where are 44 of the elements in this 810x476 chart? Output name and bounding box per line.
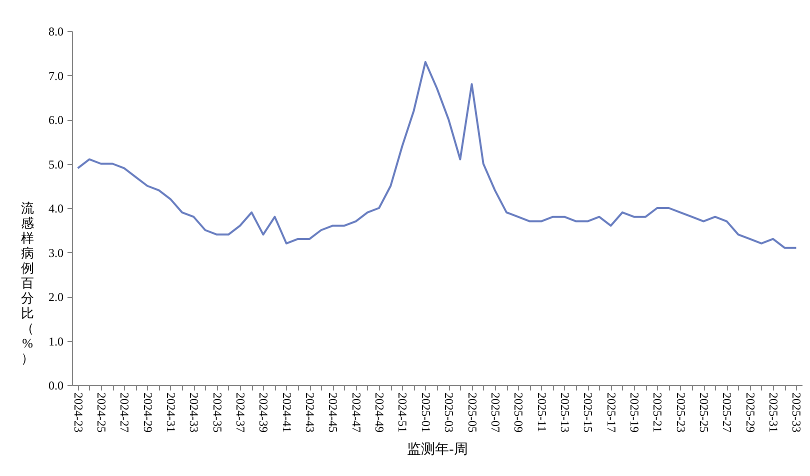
x-tick-label: 2024-41 — [280, 392, 294, 432]
y-tick-label: 5.0 — [48, 157, 64, 172]
x-tick-label: 2025-33 — [790, 392, 804, 432]
y-tick-label: 4.0 — [48, 202, 64, 216]
x-tick-label: 2025-07 — [488, 392, 502, 432]
x-tick-label: 2024-51 — [396, 392, 410, 432]
x-tick-label: 2025-31 — [766, 392, 781, 432]
x-tick-label: 2024-27 — [118, 392, 132, 432]
x-tick-label: 2025-11 — [534, 392, 549, 432]
x-tick-label: 2024-23 — [71, 392, 86, 432]
x-tick-label: 2025-13 — [558, 392, 572, 432]
x-tick-label: 2024-43 — [303, 392, 318, 432]
x-tick-label: 2024-25 — [94, 392, 108, 432]
line-series — [76, 60, 798, 249]
x-tick-label: 2025-05 — [465, 392, 480, 432]
x-tick-label: 2025-27 — [720, 392, 734, 432]
x-tick-label: 2024-45 — [326, 392, 340, 432]
x-tick-label: 2025-23 — [674, 392, 688, 432]
x-tick-label: 2024-39 — [256, 392, 271, 432]
y-tick-label: 2.0 — [48, 290, 64, 304]
x-tick-label: 2025-29 — [743, 392, 758, 432]
x-tick-label: 2025-21 — [650, 392, 665, 432]
x-tick-label: 2025-19 — [627, 392, 642, 432]
x-tick-label: 2024-49 — [372, 392, 387, 432]
x-tick-label: 2024-35 — [210, 392, 224, 432]
x-tick-label: 2024-29 — [140, 392, 155, 432]
x-tick-label: 2024-31 — [164, 392, 178, 432]
x-tick-label: 2025-25 — [697, 392, 712, 432]
y-tick-label: 1.0 — [48, 334, 64, 348]
x-tick-label: 2025-17 — [604, 392, 618, 432]
x-tick-label: 2024-33 — [187, 392, 202, 432]
x-tick-label: 2024-47 — [349, 392, 364, 432]
y-tick-label: 6.0 — [48, 113, 64, 127]
y-tick-label: 3.0 — [48, 246, 64, 260]
text: 流感样病例百分比（%） — [21, 200, 34, 366]
y-tick-label: 8.0 — [48, 24, 64, 38]
x-tick-label: 2025-15 — [581, 392, 596, 432]
x-axis-title: 监测年-周 — [407, 441, 468, 458]
x-tick-label: 2024-37 — [234, 392, 248, 432]
x-tick-label: 2025-01 — [418, 392, 433, 432]
y-tick-label: 0.0 — [48, 378, 64, 392]
y-tick-label: 7.0 — [48, 68, 64, 83]
x-tick-label: 2025-09 — [512, 392, 526, 432]
x-tick-label: 2025-03 — [442, 392, 456, 432]
